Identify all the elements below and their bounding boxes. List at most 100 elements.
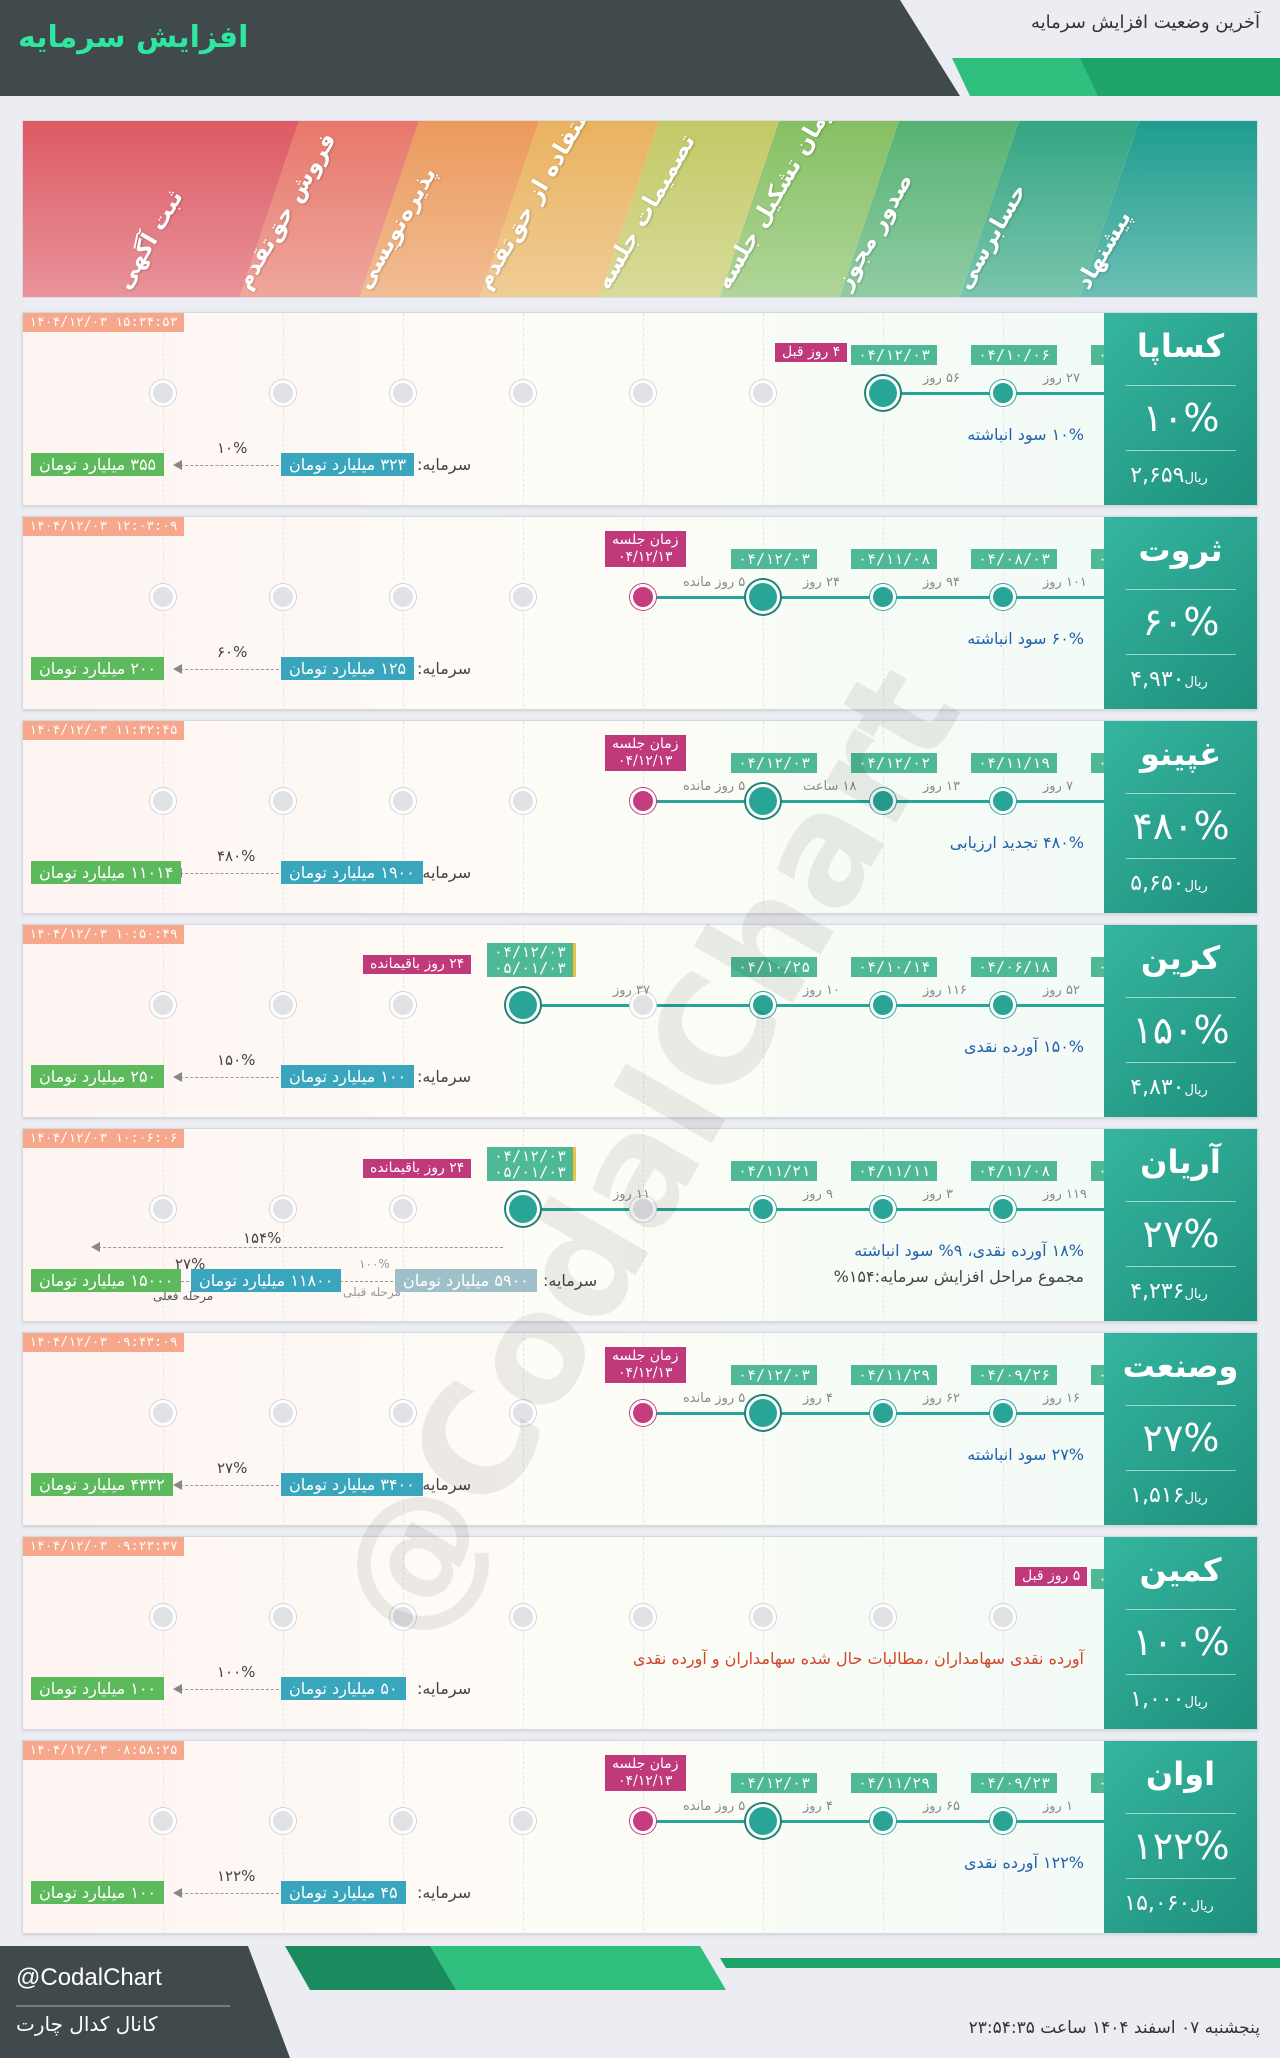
stage-date: ۰۴/۰۹/۲۳ <box>971 1773 1058 1793</box>
stage-gridline <box>403 925 404 1117</box>
stage-gridline <box>163 1129 164 1321</box>
stage-dot-done <box>750 1196 776 1222</box>
timeline-line <box>523 1004 1123 1007</box>
company-name[interactable]: کساپا <box>1136 327 1225 365</box>
stage-gap: ۷ روز <box>1043 779 1073 794</box>
capital-label: سرمایه: <box>417 1883 472 1902</box>
stage-date: ۰۴/۱۱/۲۹ <box>851 1365 938 1385</box>
stage-dot-done <box>870 1808 896 1834</box>
capital-current: ۱۱۸۰۰ میلیارد تومان <box>191 1269 342 1292</box>
capital-increase-pct: ۴۸۰% <box>217 847 256 865</box>
company-card[interactable]: ۱۴۰۴/۱۲/۰۳ ۰۸:۵۸:۲۵۰۴/۰۹/۲۲۰۴/۰۹/۲۳۰۴/۱۱… <box>22 1740 1258 1934</box>
stage-gridline <box>883 1741 884 1933</box>
days-ago-badge: ۵ روز قبل <box>1015 1567 1088 1586</box>
company-name[interactable]: ثروت <box>1138 531 1223 569</box>
stage-dot-pending <box>390 380 416 406</box>
stage-gridline <box>523 1537 524 1729</box>
stage-gap: ۲۴ روز <box>803 575 840 590</box>
company-name[interactable]: کرین <box>1140 939 1221 977</box>
stage-gap: ۱۱ روز <box>613 1187 650 1202</box>
stage-gridline <box>163 1537 164 1729</box>
total-increase-pct: ۱۵۴% <box>243 1229 282 1247</box>
capital-arrow <box>173 1684 279 1694</box>
stage-dot-done <box>870 788 896 814</box>
company-summary: ثروت ۶۰% ۴,۹۳۰ریال <box>1104 517 1257 709</box>
stage-dot-done <box>870 1196 896 1222</box>
company-name[interactable]: وصنعت <box>1122 1347 1239 1385</box>
price-value: ۴,۹۳۰ <box>1130 667 1185 692</box>
capital-increase-pct: ۶۰% <box>217 643 248 661</box>
stage-gridline <box>1003 1537 1004 1729</box>
company-card[interactable]: ۱۴۰۴/۱۲/۰۳ ۰۹:۴۳:۰۹۰۴/۰۹/۱۰۰۴/۰۹/۲۶۰۴/۱۱… <box>22 1332 1258 1526</box>
company-card[interactable]: ۱۴۰۴/۱۲/۰۳ ۰۹:۲۳:۳۷۰۴/۱۲/۰۲۵ روز قبلآورد… <box>22 1536 1258 1730</box>
stage-gridline <box>763 1537 764 1729</box>
stage-gridline <box>643 925 644 1117</box>
stage-dot-pending <box>630 1604 656 1630</box>
stage-gridline <box>403 1129 404 1321</box>
stage-dot-current <box>746 1804 780 1838</box>
price-unit: ریال <box>1184 675 1208 690</box>
share-price: ۱,۵۱۶ریال <box>1104 1483 1234 1508</box>
company-card[interactable]: ۱۴۰۴/۱۲/۰۳ ۱۲:۰۳:۰۹۰۴/۰۴/۲۵۰۴/۰۸/۰۳۰۴/۱۱… <box>22 516 1258 710</box>
increase-percent: ۱۰۰% <box>1126 1609 1236 1675</box>
stage-dot-pending <box>630 380 656 406</box>
timeline-area: ۱۴۰۴/۱۲/۰۳ ۰۹:۴۳:۰۹۰۴/۰۹/۱۰۰۴/۰۹/۲۶۰۴/۱۱… <box>23 1333 1178 1525</box>
stage-gridline <box>283 517 284 709</box>
stage-gap: ۱۰۱ روز <box>1043 575 1087 590</box>
range-start: ۰۴/۱۲/۰۳ <box>494 943 567 961</box>
company-name[interactable]: آریان <box>1140 1143 1221 1181</box>
meeting-badge: زمان جلسه ۰۴/۱۲/۱۳ <box>605 735 686 771</box>
stage-dot-done <box>990 584 1016 610</box>
capital-label: سرمایه: <box>417 455 472 474</box>
capital-target: ۱۱۰۱۴ میلیارد تومان <box>31 861 182 884</box>
capital-label: سرمایه: <box>543 1271 598 1290</box>
capital-target: ۱۰۰ میلیارد تومان <box>31 1677 165 1700</box>
price-value: ۱,۰۰۰ <box>1130 1687 1185 1712</box>
stage-dot-pending <box>270 584 296 610</box>
stage-gridline <box>523 517 524 709</box>
stage-dot-current <box>746 784 780 818</box>
stage-gridline <box>1003 1741 1004 1933</box>
stage-dot-done <box>990 788 1016 814</box>
stage-dot-pending <box>150 1400 176 1426</box>
current-stage-label: مرحله فعلی <box>153 1289 214 1303</box>
share-price: ۵,۶۵۰ریال <box>1104 871 1234 896</box>
stage-gridline <box>1003 1333 1004 1525</box>
company-name[interactable]: اوان <box>1145 1755 1216 1793</box>
previous-stage-label: مرحله قبلی <box>343 1285 402 1299</box>
company-card[interactable]: ۱۴۰۴/۱۲/۰۳ ۱۰:۰۶:۰۶۰۴/۰۷/۰۸۰۴/۱۱/۰۸۰۴/۱۱… <box>22 1128 1258 1322</box>
stage-gap: ۱۱۶ روز <box>923 983 967 998</box>
capital-increase-pct: ۲۷% <box>175 1255 206 1273</box>
subscription-range: ۰۴/۱۲/۰۳ ۰۵/۰۱/۰۳ <box>487 943 577 977</box>
stage-dot-pending <box>510 1808 536 1834</box>
capital-target: ۲۵۰ میلیارد تومان <box>31 1065 165 1088</box>
stage-dot-pending <box>630 992 656 1018</box>
stage-gap: ۶۲ روز <box>923 1391 960 1406</box>
stage-gridline <box>1003 925 1004 1117</box>
stage-gap: ۹۴ روز <box>923 575 960 590</box>
timeline-area: ۱۴۰۴/۱۲/۰۳ ۰۸:۵۸:۲۵۰۴/۰۹/۲۲۰۴/۰۹/۲۳۰۴/۱۱… <box>23 1741 1178 1933</box>
company-name[interactable]: غپینو <box>1139 735 1222 773</box>
stage-gap: ۵ روز مانده <box>683 1799 746 1814</box>
stage-dot-pending <box>150 1604 176 1630</box>
price-unit: ریال <box>1184 1491 1208 1506</box>
stage-dot-done <box>990 1808 1016 1834</box>
capital-target: ۲۰۰ میلیارد تومان <box>31 657 165 680</box>
company-summary: کرین ۱۵۰% ۴,۸۳۰ریال <box>1104 925 1257 1117</box>
capital-target: ۴۳۳۲ میلیارد تومان <box>31 1473 173 1496</box>
company-card[interactable]: ۱۴۰۴/۱۲/۰۳ ۱۱:۳۲:۴۵۰۴/۱۱/۱۲۰۴/۱۱/۱۹۰۴/۱۲… <box>22 720 1258 914</box>
company-card[interactable]: ۱۴۰۴/۱۲/۰۳ ۱۵:۳۴:۵۳۰۴/۰۹/۰۹۰۴/۱۰/۰۶۰۴/۱۲… <box>22 312 1258 506</box>
company-card[interactable]: ۱۴۰۴/۱۲/۰۳ ۱۰:۵۰:۴۹۰۴/۰۴/۲۸۰۴/۰۶/۱۸۰۴/۱۰… <box>22 924 1258 1118</box>
price-unit: ریال <box>1184 471 1208 486</box>
increase-description: ۱۸% آورده نقدی، ۹% سود انباشته <box>854 1241 1084 1260</box>
stage-gridline <box>523 1333 524 1525</box>
company-summary: وصنعت ۲۷% ۱,۵۱۶ریال <box>1104 1333 1257 1525</box>
company-name[interactable]: کمین <box>1139 1551 1222 1589</box>
company-summary: کمین ۱۰۰% ۱,۰۰۰ریال <box>1104 1537 1257 1729</box>
capital-increase-pct: ۱۰۰% <box>217 1663 256 1681</box>
stage-gap: ۵ روز مانده <box>683 575 746 590</box>
stage-gridline <box>643 1129 644 1321</box>
meeting-label: زمان جلسه <box>612 1348 679 1364</box>
footer-background <box>0 1946 1280 2058</box>
stage-dot-pending <box>510 788 536 814</box>
